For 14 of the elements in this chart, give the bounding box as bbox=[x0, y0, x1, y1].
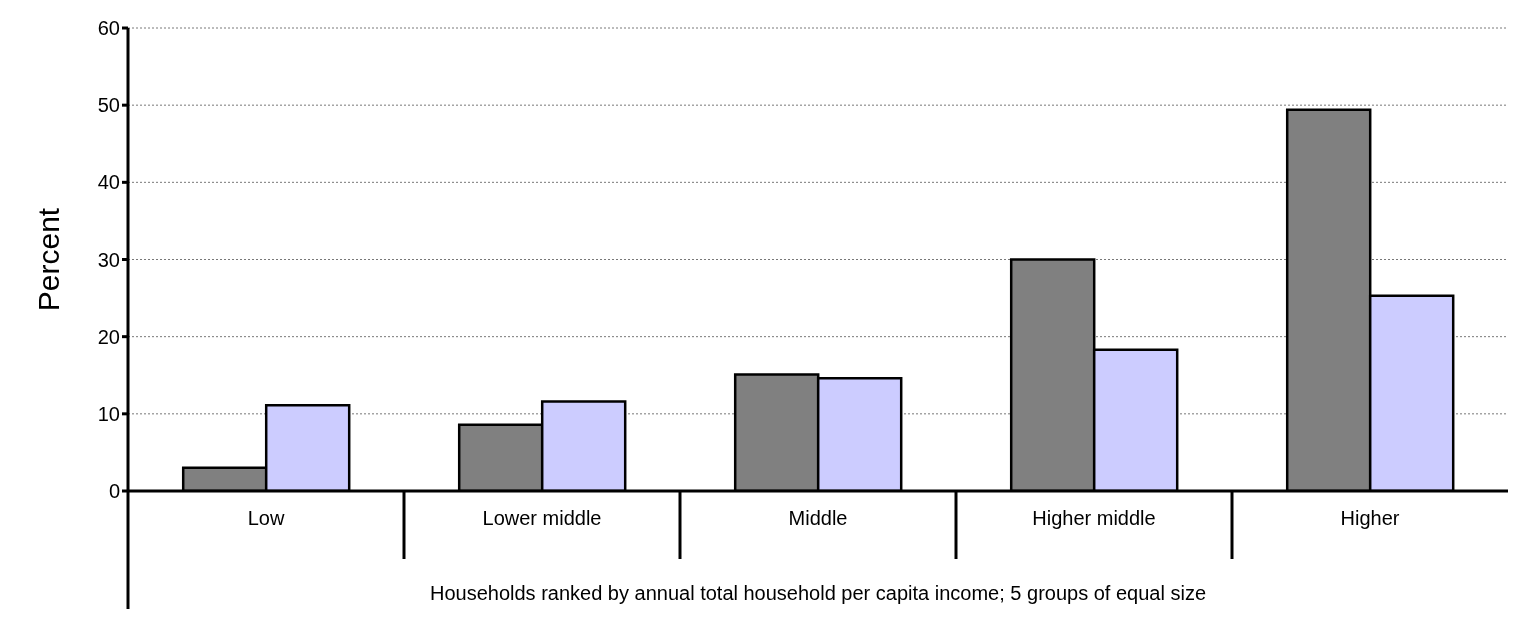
y-tick-label: 0 bbox=[108, 480, 120, 503]
x-tick-label: Low bbox=[247, 507, 285, 529]
y-tick-label: 40 bbox=[97, 171, 120, 194]
y-tick-label: 50 bbox=[97, 94, 120, 117]
y-tick-label: 20 bbox=[97, 325, 120, 348]
x-tick-label: Higher bbox=[1340, 507, 1400, 529]
y-tick-label: 60 bbox=[97, 17, 120, 40]
x-tick-label: Lower middle bbox=[482, 507, 602, 529]
y-tick-label: 30 bbox=[97, 248, 120, 271]
y-axis-title: Percent bbox=[31, 207, 65, 312]
x-tick-label: Higher middle bbox=[1032, 507, 1156, 529]
x-tick-label: Middle bbox=[788, 507, 848, 529]
x-axis-title: Households ranked by annual total household per capita income; 5 groups of equal size bbox=[429, 582, 1207, 604]
y-tick-label: 10 bbox=[97, 402, 120, 425]
